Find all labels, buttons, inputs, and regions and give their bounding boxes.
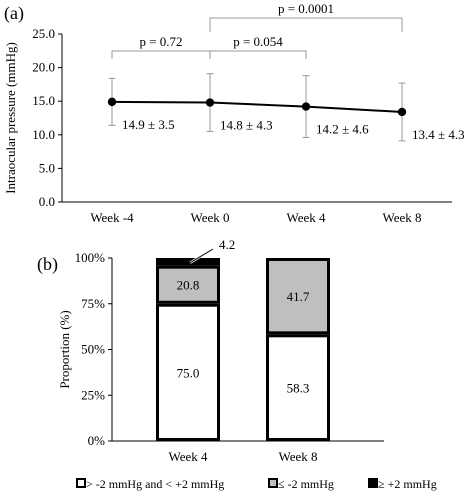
significance-bracket-a [209, 50, 307, 59]
y-axis-label-a: Intraocular pressure (mmHg) [3, 42, 18, 194]
y-tick-label-b: 25% [81, 387, 105, 402]
y-tick-label-a: 10.0 [32, 127, 55, 142]
y-tick-label-a: 5.0 [39, 160, 55, 175]
significance-bracket-a [209, 17, 403, 32]
panel-label-a: (a) [4, 3, 24, 24]
p-value-label-a: p = 0.0001 [278, 1, 334, 16]
legend-swatch-b [368, 478, 378, 488]
y-tick-label-b: 50% [81, 342, 105, 357]
data-label-a: 14.8 ± 4.3 [220, 118, 273, 133]
y-tick-label-a: 0.0 [39, 194, 55, 209]
legend-swatch-b [268, 478, 278, 488]
data-label-a: 14.9 ± 3.5 [122, 117, 175, 132]
panel-label-b: (b) [37, 254, 58, 275]
p-value-label-a: p = 0.72 [139, 34, 182, 49]
significance-bracket-a [111, 50, 211, 59]
bar-value-label-b: 4.2 [219, 237, 235, 252]
bar-segment-b [156, 265, 220, 304]
bar-segment-b [156, 258, 220, 266]
y-tick-label-b: 75% [81, 296, 105, 311]
bar-segment-b [266, 258, 330, 335]
series-line-a [111, 100, 403, 113]
data-point-a [301, 102, 311, 111]
y-tick-label-a: 15.0 [32, 93, 55, 108]
bar-value-label-b: 20.8 [177, 278, 200, 293]
bar-segment-b [266, 334, 330, 442]
data-point-a [205, 98, 215, 107]
bar-value-label-b: 58.3 [287, 381, 310, 396]
bar-value-label-b: 75.0 [177, 365, 200, 380]
legend-label-b: > -2 mmHg and < +2 mmHg [86, 477, 224, 491]
y-tick-label-b: 100% [75, 250, 106, 265]
callout-line-b [189, 248, 214, 264]
x-tick-label-a: Week 8 [382, 210, 421, 225]
y-tick-label-a: 20.0 [32, 60, 55, 75]
data-point-a [107, 97, 117, 107]
x-tick-label-a: Week 0 [190, 210, 229, 225]
legend-label-b: ≥ +2 mmHg [378, 477, 437, 491]
bar-segment-b [156, 303, 220, 441]
bar-value-label-b: 41.7 [287, 289, 310, 304]
x-tick-label-b: Week 8 [278, 449, 317, 464]
y-tick-label-b: 0% [88, 433, 106, 448]
p-value-label-a: p = 0.054 [233, 34, 283, 49]
data-point-a [397, 107, 407, 117]
legend-swatch-b [76, 478, 86, 488]
x-tick-label-b: Week 4 [168, 449, 208, 464]
legend-label-b: ≤ -2 mmHg [278, 477, 334, 491]
x-tick-label-a: Week 4 [286, 210, 326, 225]
y-tick-label-a: 25.0 [32, 26, 55, 41]
data-label-a: 14.2 ± 4.6 [316, 122, 369, 137]
data-label-a: 13.4 ± 4.3 [412, 127, 465, 142]
x-tick-label-a: Week -4 [90, 210, 134, 225]
y-axis-label-b: Proportion (%) [57, 310, 72, 388]
